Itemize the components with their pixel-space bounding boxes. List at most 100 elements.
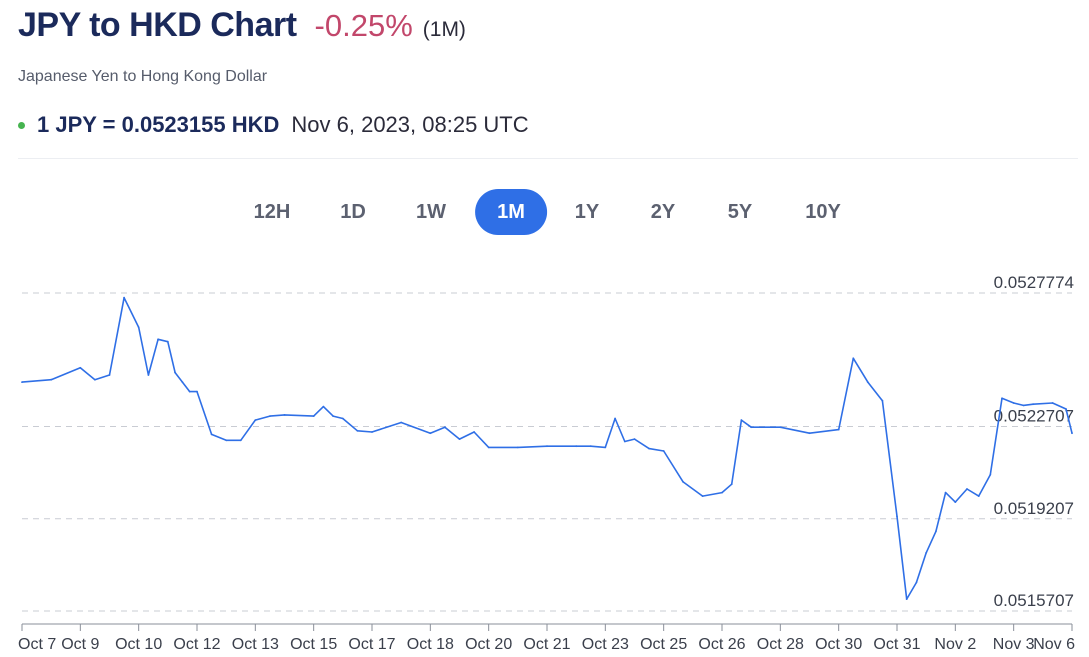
data-point xyxy=(1001,397,1003,400)
data-point xyxy=(989,473,992,476)
data-point xyxy=(633,438,636,440)
rate-chart[interactable]: 0.0527774 0.0522707 0.0519207 0.0515707 Oct … xyxy=(0,255,1089,657)
data-point xyxy=(1071,432,1073,435)
tab-1m[interactable]: 1M xyxy=(475,189,547,235)
x-tick-label: Nov 6 xyxy=(1033,636,1075,653)
data-point xyxy=(487,446,490,449)
data-point xyxy=(341,417,344,420)
x-tick-label: Oct 21 xyxy=(523,636,570,653)
data-point xyxy=(21,381,23,383)
data-point xyxy=(546,445,548,448)
pair-subtitle: Japanese Yen to Hong Kong Dollar xyxy=(18,68,268,85)
data-point xyxy=(881,399,884,402)
data-point xyxy=(662,450,665,452)
data-point xyxy=(371,431,373,433)
data-point xyxy=(356,429,359,432)
x-tick-label: Oct 31 xyxy=(873,636,920,653)
rate-timestamp: Nov 6, 2023, 08:25 UTC xyxy=(291,112,529,137)
x-tick-label: Oct 20 xyxy=(465,636,512,653)
data-point xyxy=(79,366,82,369)
data-point xyxy=(896,515,898,518)
y-tick-label: 0.0522707 xyxy=(994,407,1074,426)
data-point xyxy=(966,488,968,490)
data-point xyxy=(740,419,743,421)
tab-5y[interactable]: 5Y xyxy=(727,201,753,223)
data-point xyxy=(239,439,242,442)
data-point xyxy=(977,495,980,497)
data-point xyxy=(1065,408,1067,410)
data-point xyxy=(915,581,918,584)
data-point xyxy=(721,491,723,494)
tab-1d[interactable]: 1D xyxy=(340,201,366,223)
data-point xyxy=(954,501,957,503)
current-rate: 1 JPY = 0.0523155 HKD xyxy=(37,112,280,137)
data-point xyxy=(196,390,198,393)
data-point xyxy=(1032,403,1034,406)
data-point xyxy=(283,414,286,416)
x-tick-label: Oct 17 xyxy=(348,636,395,653)
data-point xyxy=(473,431,475,433)
tab-12h[interactable]: 12H xyxy=(253,201,291,223)
data-point xyxy=(614,417,616,420)
live-dot-icon xyxy=(18,121,25,129)
data-point xyxy=(188,390,191,393)
data-point xyxy=(1051,402,1054,404)
data-point xyxy=(837,428,840,431)
data-point xyxy=(181,381,184,383)
data-point xyxy=(1022,404,1025,407)
data-point xyxy=(444,426,446,429)
data-point xyxy=(429,432,432,435)
data-point xyxy=(123,296,125,299)
data-point xyxy=(322,405,325,408)
data-point xyxy=(516,446,519,449)
data-point xyxy=(108,374,111,376)
data-point xyxy=(174,371,177,374)
x-tick-label: Oct 12 xyxy=(173,636,220,653)
data-point xyxy=(400,421,403,424)
data-point xyxy=(808,432,811,435)
tab-1y[interactable]: 1Y xyxy=(574,201,600,223)
data-point xyxy=(332,415,334,417)
data-point xyxy=(254,419,257,421)
x-tick-label: Nov 3 xyxy=(993,636,1035,653)
x-tick-label: Oct 7 xyxy=(18,636,56,653)
data-point xyxy=(269,415,271,417)
x-tick-label: Oct 30 xyxy=(815,636,862,653)
data-point xyxy=(575,445,578,448)
title-row: JPY to HKD Chart -0.25% (1M) xyxy=(18,6,466,45)
x-tick-label: Oct 18 xyxy=(407,636,454,653)
y-tick-label: 0.0527774 xyxy=(994,273,1074,292)
data-point xyxy=(166,340,169,343)
data-point xyxy=(944,491,947,494)
data-point xyxy=(1012,402,1015,404)
data-point xyxy=(905,598,908,600)
data-point xyxy=(604,446,607,449)
data-point xyxy=(157,338,160,341)
data-point xyxy=(750,426,753,429)
tab-1w[interactable]: 1W xyxy=(416,201,446,223)
y-tick-label: 0.0515707 xyxy=(994,591,1074,610)
page-title: JPY to HKD Chart xyxy=(18,6,297,44)
x-tick-label: Oct 10 xyxy=(115,636,162,653)
tab-10y[interactable]: 10Y xyxy=(805,201,841,223)
divider xyxy=(18,158,1078,159)
data-point xyxy=(852,357,855,360)
data-point xyxy=(147,374,150,376)
x-tick-label: Oct 9 xyxy=(61,636,99,653)
data-point xyxy=(458,438,461,440)
data-point xyxy=(137,326,140,329)
x-tick-label: Oct 13 xyxy=(232,636,279,653)
data-point xyxy=(701,495,704,497)
data-point xyxy=(935,530,937,533)
data-point xyxy=(589,445,592,448)
x-tick-label: Oct 15 xyxy=(290,636,337,653)
rate-row: 1 JPY = 0.0523155 HKD Nov 6, 2023, 08:25… xyxy=(18,112,529,138)
data-point xyxy=(312,415,315,417)
data-point xyxy=(225,439,228,442)
data-point xyxy=(648,447,650,450)
timeframe-tabs: 12H 1D 1W 1M 1Y 2Y 5Y 10Y xyxy=(0,189,1089,235)
y-tick-label: 0.0519207 xyxy=(994,499,1074,518)
data-point xyxy=(682,481,684,483)
x-tick-label: Oct 28 xyxy=(757,636,804,653)
tab-2y[interactable]: 2Y xyxy=(650,201,676,223)
